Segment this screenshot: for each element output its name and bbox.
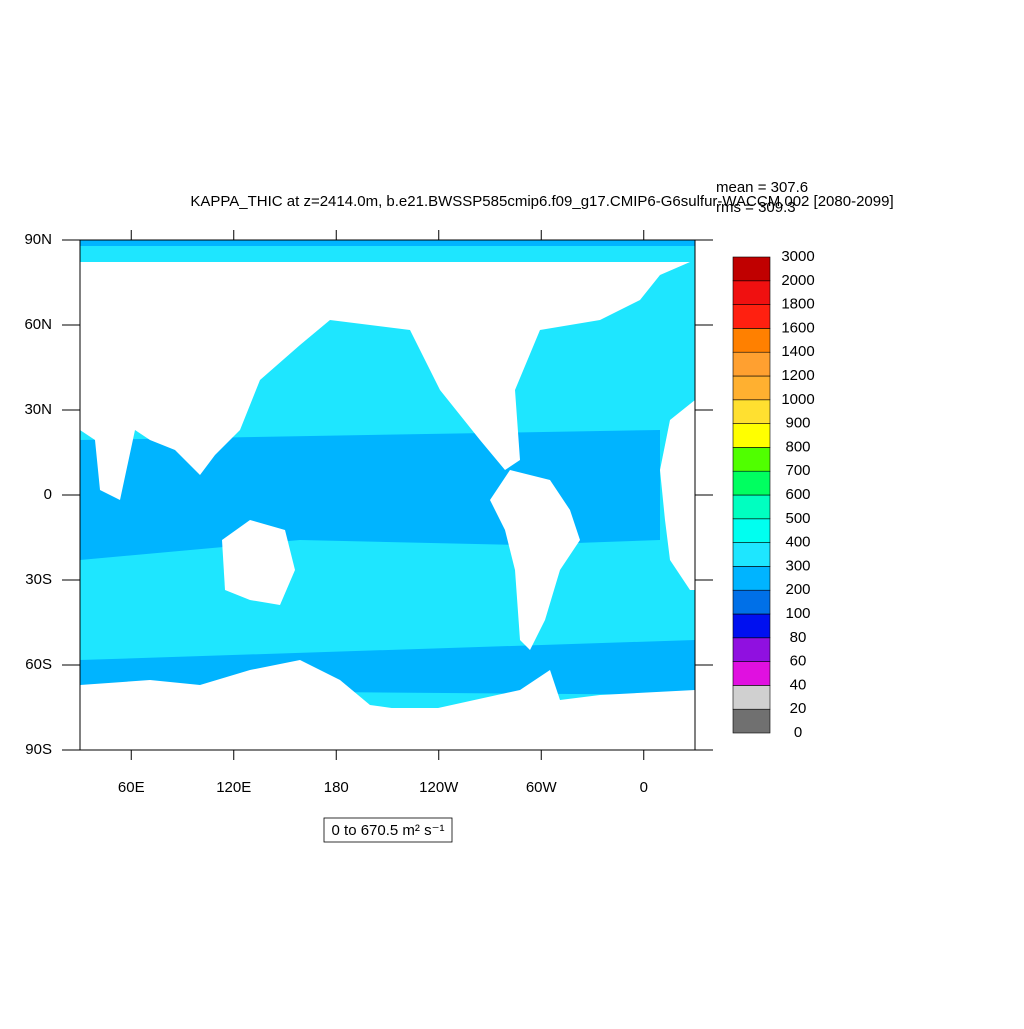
- colorbar-label: 60: [790, 653, 807, 670]
- range-box: [323, 817, 453, 843]
- colorbar-box: [732, 685, 771, 710]
- y-tick-label: 90S: [25, 741, 52, 758]
- colorbar-box: [732, 661, 771, 686]
- colorbar-label: 1600: [781, 319, 814, 336]
- range-label: 0 to 670.5 m² s⁻¹: [332, 822, 445, 839]
- colorbar-label: 3000: [781, 248, 814, 265]
- colorbar-box: [732, 375, 771, 401]
- y-tick-label: 30N: [24, 401, 52, 418]
- colorbar-box: [732, 613, 771, 639]
- colorbar-box: [732, 566, 771, 591]
- y-tick-label: 60S: [25, 656, 52, 673]
- colorbar-label: 500: [785, 510, 810, 527]
- colorbar-box: [732, 447, 771, 472]
- colorbar-label: 400: [785, 534, 810, 551]
- colorbar-label: 200: [785, 581, 810, 598]
- colorbar-box: [732, 423, 771, 448]
- colorbar-box: [732, 542, 771, 567]
- chart-title: KAPPA_THIC at z=2414.0m, b.e21.BWSSP585c…: [190, 193, 893, 210]
- colorbar-box: [732, 399, 771, 424]
- colorbar-box: [732, 589, 771, 615]
- x-tick-label: 120E: [216, 779, 251, 796]
- colorbar-label: 40: [790, 676, 807, 693]
- x-tick-label: 0: [640, 779, 648, 796]
- y-tick-label: 90N: [24, 231, 52, 248]
- y-tick-label: 60N: [24, 316, 52, 333]
- colorbar-label: 80: [790, 629, 807, 646]
- colorbar-box: [732, 256, 771, 282]
- colorbar-box: [732, 494, 771, 520]
- colorbar-box: [732, 708, 771, 734]
- land: [80, 262, 330, 500]
- y-tick-label: 0: [44, 486, 52, 503]
- colorbar-label: 1000: [781, 391, 814, 408]
- colorbar-box: [732, 351, 771, 377]
- colorbar-label: 2000: [781, 272, 814, 289]
- land: [80, 660, 695, 750]
- x-tick-label: 120W: [419, 779, 459, 796]
- colorbar-box: [732, 328, 771, 353]
- land: [490, 470, 580, 650]
- ocean-band: [80, 240, 695, 246]
- stat-rms: rms = 309.3: [716, 199, 796, 216]
- colorbar-label: 800: [785, 438, 810, 455]
- colorbar-label: 900: [785, 415, 810, 432]
- x-tick-label: 180: [324, 779, 349, 796]
- land: [222, 520, 295, 605]
- colorbar-label: 1800: [781, 296, 814, 313]
- colorbar-label: 1200: [781, 367, 814, 384]
- x-tick-label: 60W: [526, 779, 558, 796]
- colorbar-label: 1400: [781, 343, 814, 360]
- y-tick-label: 30S: [25, 571, 52, 588]
- colorbar-label: 700: [785, 462, 810, 479]
- colorbar-box: [732, 637, 771, 662]
- colorbar-label: 600: [785, 486, 810, 503]
- colorbar-label: 100: [785, 605, 810, 622]
- stat-mean: mean = 307.6: [716, 179, 808, 196]
- colorbar-box: [732, 280, 771, 305]
- colorbar-label: 20: [790, 700, 807, 717]
- land: [660, 400, 695, 590]
- land: [330, 262, 690, 470]
- x-tick-label: 60E: [118, 779, 145, 796]
- colorbar-label: 0: [794, 724, 802, 741]
- colorbar-box: [732, 518, 771, 543]
- colorbar-label: 300: [785, 557, 810, 574]
- colorbar-box: [732, 470, 771, 496]
- map-fill: [80, 240, 695, 750]
- colorbar-box: [732, 304, 771, 329]
